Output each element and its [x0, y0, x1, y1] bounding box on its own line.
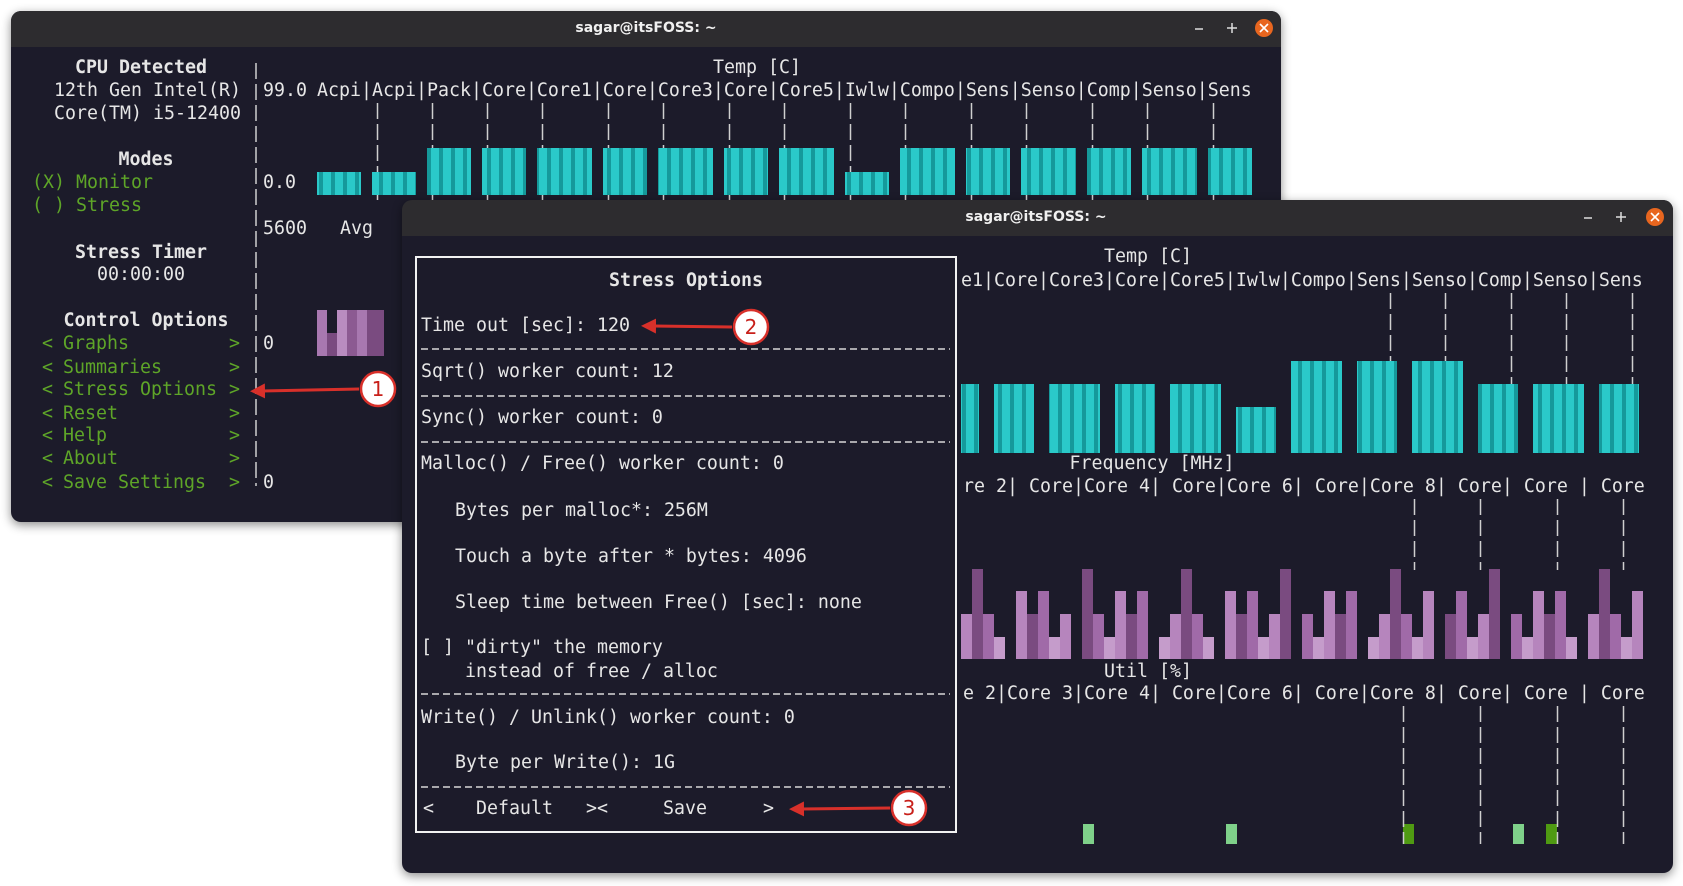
callout-number: 1: [372, 377, 385, 401]
callout-arrow: [653, 326, 732, 327]
callout-arrow: [262, 389, 359, 391]
callout-number: 2: [745, 315, 758, 339]
callout-arrow: [801, 808, 890, 809]
callout-number: 3: [903, 796, 916, 820]
